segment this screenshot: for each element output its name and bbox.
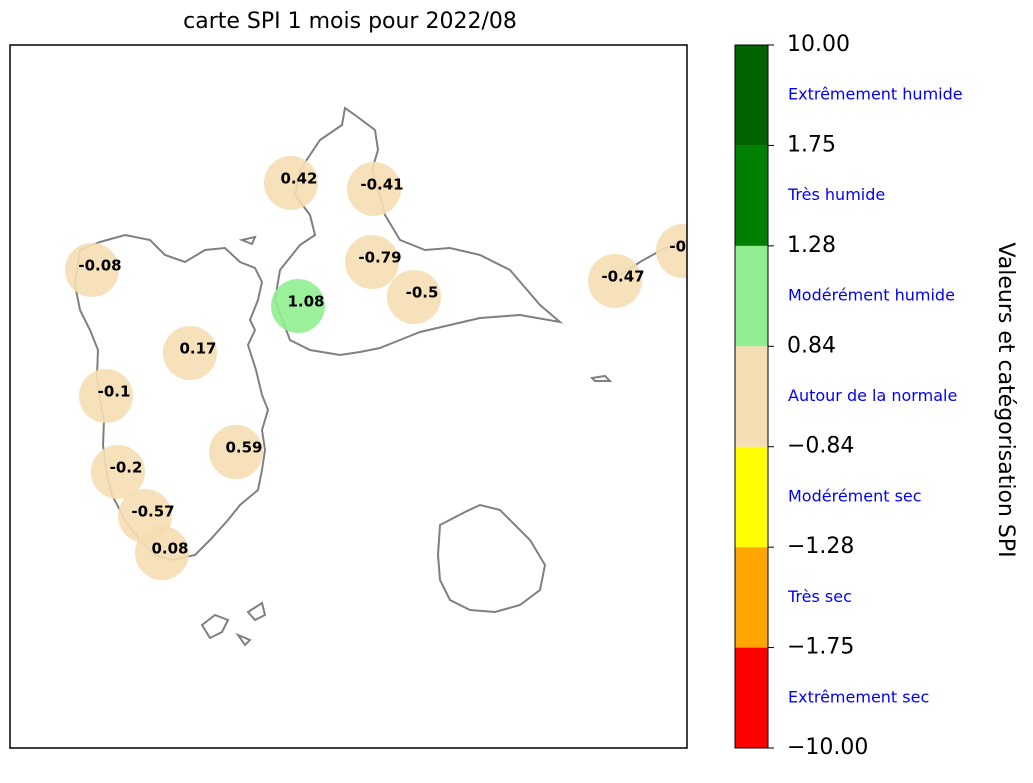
station-value: -0.57 xyxy=(131,503,174,521)
colorbar-tick-label: 1.75 xyxy=(787,132,836,157)
station-value: -0.79 xyxy=(358,249,401,267)
station-marker xyxy=(79,369,133,423)
map-title: carte SPI 1 mois pour 2022/08 xyxy=(183,9,517,34)
map-frame xyxy=(9,44,688,749)
station-value: -0.48 xyxy=(669,238,712,256)
category-label: Très humide xyxy=(787,185,885,204)
colorbar-tick-label: 0.84 xyxy=(787,333,836,358)
station-value: -0.5 xyxy=(406,284,439,302)
colorbar-tick-label: 10.00 xyxy=(787,32,850,57)
colorbar-segment xyxy=(735,446,768,548)
station-marker xyxy=(135,526,189,580)
colorbar-segment xyxy=(735,647,768,748)
coastlines: 0.42 -0.41 -0.08 -0.79 1.08 -0.5 0.17 -0.1 0.59 -… xyxy=(65,106,712,647)
station-value: -0.2 xyxy=(110,459,143,477)
category-label: Extrêmement humide xyxy=(788,85,963,104)
station-value: -0.08 xyxy=(78,257,121,275)
colorbar-tick-label: 1.28 xyxy=(787,233,836,258)
station-value: 0.08 xyxy=(151,540,188,558)
station-marker xyxy=(347,162,401,216)
colorbar-segment xyxy=(735,45,768,146)
station-marker xyxy=(345,235,399,289)
category-label: Extrêmement sec xyxy=(788,687,929,706)
colorbar-segment xyxy=(735,346,768,447)
station-value: 0.59 xyxy=(225,439,262,457)
category-label: Modérément sec xyxy=(788,486,922,505)
petite-terre xyxy=(589,374,613,382)
station-value: -0.47 xyxy=(601,268,644,286)
station-marker xyxy=(264,156,318,210)
station-marker xyxy=(656,224,687,278)
les-saintes xyxy=(200,601,267,647)
colorbar-tick-label: −1.28 xyxy=(787,534,854,559)
colorbar-tick-label: −1.75 xyxy=(787,635,854,660)
category-label: Très sec xyxy=(787,587,852,606)
category-label: Autour de la normale xyxy=(788,386,957,405)
islet xyxy=(238,235,257,246)
station-marker xyxy=(163,326,217,380)
colorbar-segment xyxy=(735,145,768,246)
station-value: 1.08 xyxy=(287,293,324,311)
station-value: -0.1 xyxy=(98,383,131,401)
station-marker xyxy=(387,270,441,324)
station-value: -0.41 xyxy=(360,176,403,194)
colorbar-tick-label: −0.84 xyxy=(787,434,854,459)
colorbar-segment xyxy=(735,245,768,347)
colorbar-label: Valeurs et catégorisation SPI xyxy=(993,242,1018,557)
colorbar-tick-label: −10.00 xyxy=(787,735,868,760)
station-marker xyxy=(209,425,263,479)
station-value: 0.42 xyxy=(280,170,317,188)
marie-galante xyxy=(436,503,547,614)
colorbar-frame xyxy=(734,44,769,749)
station-value: 0.17 xyxy=(179,340,216,358)
colorbar-segment xyxy=(735,547,768,648)
category-label: Modérément humide xyxy=(788,286,955,305)
station-marker xyxy=(588,254,642,308)
station-marker xyxy=(65,243,119,297)
station-marker xyxy=(271,279,325,333)
station-marker xyxy=(91,445,145,499)
